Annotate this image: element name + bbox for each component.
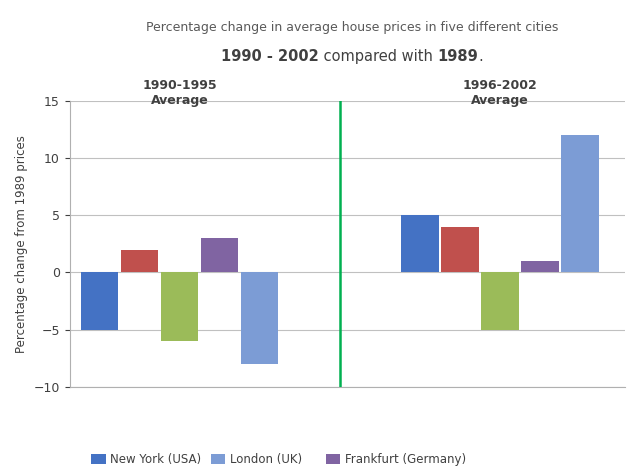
Bar	[481, 272, 519, 330]
Bar	[241, 272, 278, 364]
Text: 1996-2002: 1996-2002	[463, 79, 538, 92]
Text: 1989: 1989	[437, 49, 478, 65]
Bar	[522, 261, 559, 272]
Bar	[121, 250, 158, 272]
Bar	[442, 227, 479, 272]
Text: .: .	[478, 49, 483, 65]
Y-axis label: Percentage change from 1989 prices: Percentage change from 1989 prices	[15, 135, 28, 353]
Bar	[561, 135, 599, 272]
Bar	[401, 215, 438, 272]
Text: 1990-1995: 1990-1995	[142, 79, 217, 92]
Text: Percentage change in average house prices in five different cities: Percentage change in average house price…	[146, 21, 558, 34]
Text: compared with: compared with	[319, 49, 437, 65]
Bar	[201, 238, 238, 272]
Text: Average: Average	[151, 94, 209, 106]
Bar	[81, 272, 118, 330]
Bar	[561, 135, 599, 272]
Legend: New York (USA), Tokyo (Japan), London (UK), Madrid (Spain), Frankfurt (Germany): New York (USA), Tokyo (Japan), London (U…	[86, 448, 470, 471]
Bar	[241, 272, 278, 364]
Text: Average: Average	[471, 94, 529, 106]
Text: 1990 - 2002: 1990 - 2002	[221, 49, 319, 65]
Bar	[161, 272, 198, 341]
